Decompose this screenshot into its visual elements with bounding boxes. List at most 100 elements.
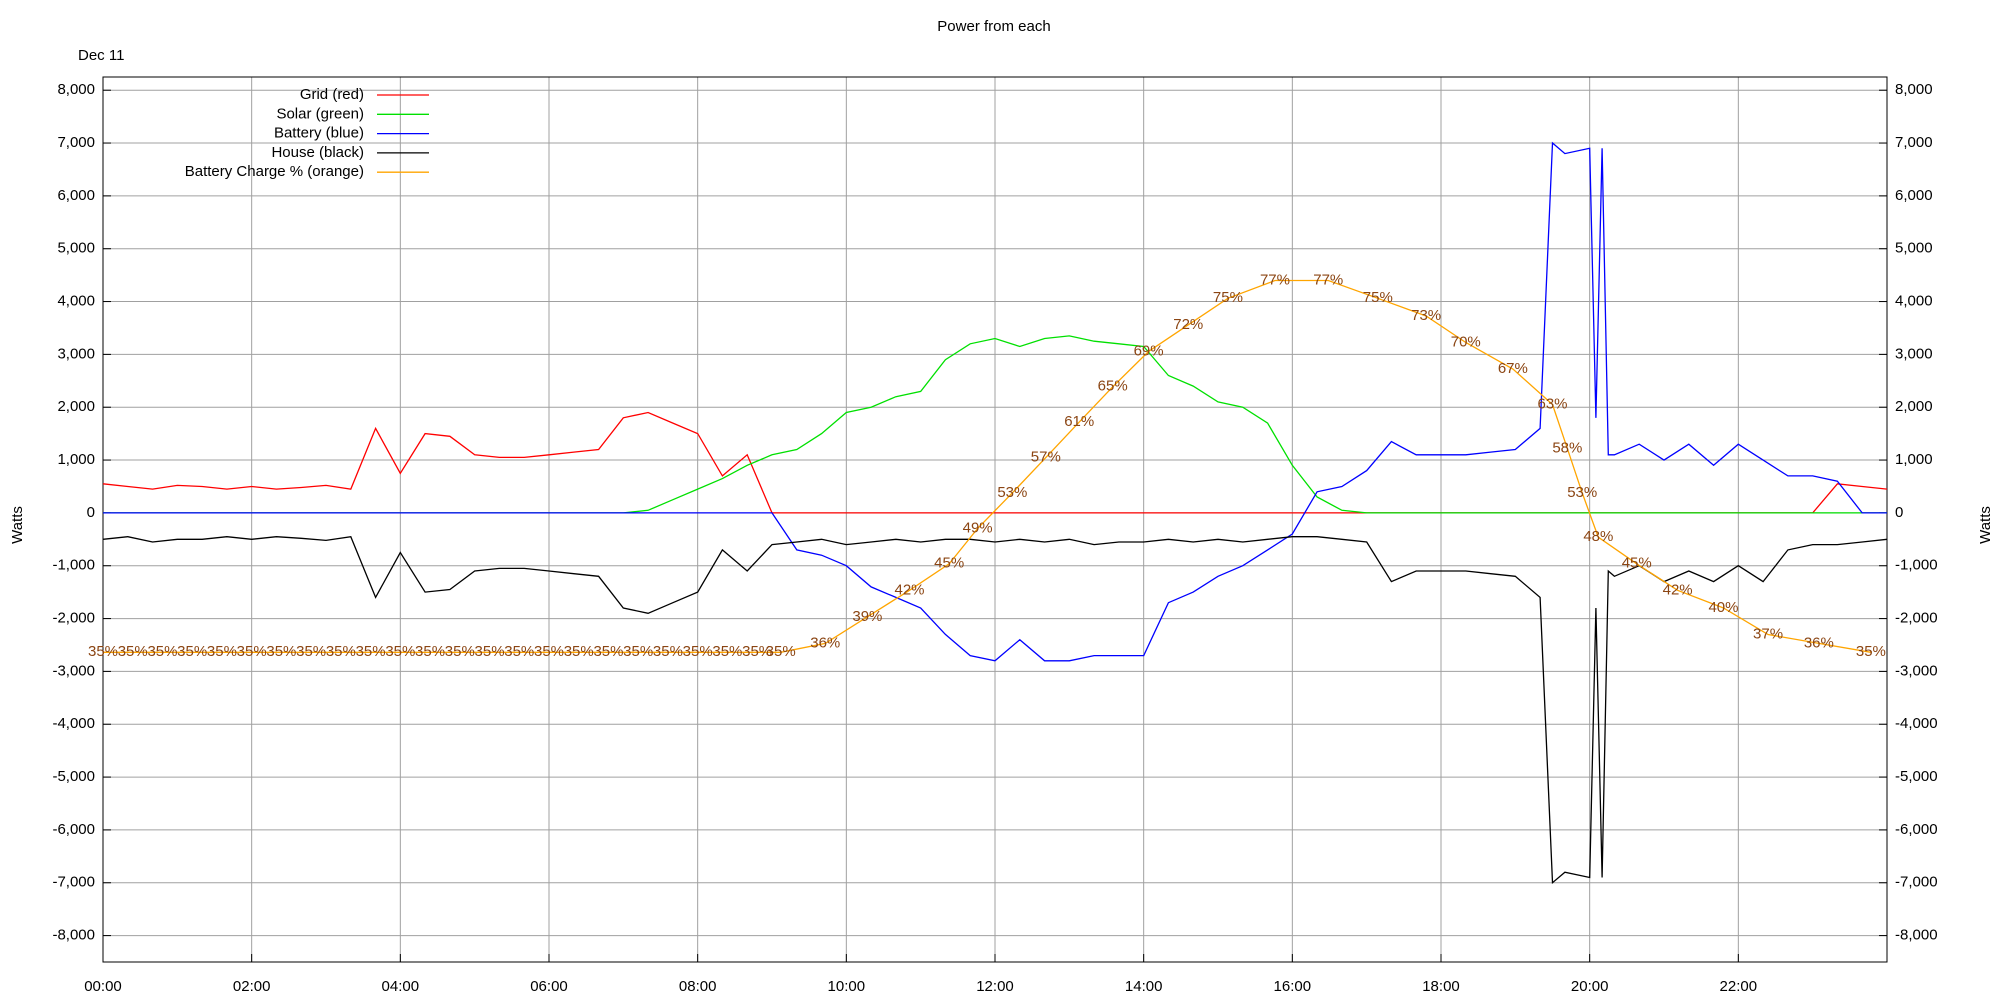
data-label: 69%: [1134, 342, 1164, 359]
y-tick-label: 0: [87, 504, 95, 521]
data-label: 42%: [1663, 581, 1693, 598]
data-label: 53%: [997, 484, 1027, 501]
y-tick-label: 5,000: [57, 240, 95, 257]
series-line: [102, 535, 1888, 885]
y-tick-label: 4,000: [57, 293, 95, 310]
y2-tick-label: 5,000: [1895, 240, 1933, 257]
legend-label: Solar (green): [276, 105, 364, 122]
data-label: 65%: [1098, 378, 1128, 395]
data-label: 63%: [1537, 395, 1567, 412]
data-label: 35%: [237, 643, 267, 660]
data-label: 35%: [118, 643, 148, 660]
y-tick-label: 3,000: [57, 345, 95, 362]
x-tick-label: 20:00: [1571, 978, 1609, 995]
data-label: 37%: [1753, 626, 1783, 643]
series-line: [103, 141, 1887, 662]
y2-tick-label: -2,000: [1895, 610, 1938, 627]
x-tick-label: 12:00: [976, 978, 1014, 995]
y-axis-label: Watts: [9, 506, 26, 544]
y-tick-label: -1,000: [52, 557, 95, 574]
x-tick-label: 06:00: [530, 978, 568, 995]
legend-label: Grid (red): [300, 86, 364, 103]
data-label: 70%: [1451, 333, 1481, 350]
y-tick-label: -3,000: [52, 662, 95, 679]
data-label: 35%: [623, 643, 653, 660]
y-tick-label: 7,000: [57, 134, 95, 151]
x-tick-label: 16:00: [1274, 978, 1312, 995]
data-label: 67%: [1498, 360, 1528, 377]
x-tick-label: 02:00: [233, 978, 271, 995]
y2-tick-label: 3,000: [1895, 345, 1933, 362]
data-label: 72%: [1173, 316, 1203, 333]
y-tick-label: -6,000: [52, 821, 95, 838]
data-label: 35%: [207, 643, 237, 660]
data-label: 58%: [1552, 440, 1582, 457]
data-label: 75%: [1213, 289, 1243, 306]
y2-tick-label: -5,000: [1895, 768, 1938, 785]
data-label: 35%: [1856, 643, 1886, 660]
data-label: 35%: [415, 643, 445, 660]
legend-label: Battery (blue): [274, 125, 364, 142]
data-label: 35%: [88, 643, 118, 660]
y-tick-label: -2,000: [52, 610, 95, 627]
data-label: 39%: [852, 608, 882, 625]
legend-label: House (black): [271, 144, 364, 161]
y-tick-label: -8,000: [52, 927, 95, 944]
x-tick-label: 04:00: [382, 978, 420, 995]
data-label: 35%: [683, 643, 713, 660]
data-label: 75%: [1363, 289, 1393, 306]
x-tick-label: 10:00: [828, 978, 866, 995]
data-label: 35%: [742, 643, 772, 660]
data-label: 40%: [1708, 599, 1738, 616]
x-tick-label: 18:00: [1422, 978, 1460, 995]
x-tick-label: 22:00: [1720, 978, 1758, 995]
y2-tick-label: 1,000: [1895, 451, 1933, 468]
x-tick-label: 08:00: [679, 978, 717, 995]
y-tick-label: -4,000: [52, 715, 95, 732]
y2-tick-label: -6,000: [1895, 821, 1938, 838]
data-label: 35%: [356, 643, 386, 660]
data-label: 77%: [1313, 272, 1343, 289]
data-label: 42%: [895, 581, 925, 598]
y-tick-label: 6,000: [57, 187, 95, 204]
data-label: 35%: [296, 643, 326, 660]
chart-title: Power from each: [937, 18, 1050, 35]
data-label: 45%: [1622, 555, 1652, 572]
data-label: 35%: [564, 643, 594, 660]
plot-frame: [102, 76, 1888, 963]
y2-tick-label: -3,000: [1895, 662, 1938, 679]
y2-tick-label: 7,000: [1895, 134, 1933, 151]
data-label: 35%: [534, 643, 564, 660]
data-label: 77%: [1260, 272, 1290, 289]
data-label: 61%: [1064, 413, 1094, 430]
data-label: 45%: [934, 555, 964, 572]
y2-tick-label: -1,000: [1895, 557, 1938, 574]
y-tick-label: 2,000: [57, 398, 95, 415]
data-label: 35%: [445, 643, 475, 660]
data-label: 73%: [1411, 307, 1441, 324]
data-label: 48%: [1583, 528, 1613, 545]
y2-tick-label: 6,000: [1895, 187, 1933, 204]
y2-tick-label: -8,000: [1895, 927, 1938, 944]
data-label: 35%: [177, 643, 207, 660]
data-label: 35%: [385, 643, 415, 660]
y-tick-label: -7,000: [52, 874, 95, 891]
data-label: 35%: [266, 643, 296, 660]
data-label: 57%: [1031, 449, 1061, 466]
y2-tick-label: -4,000: [1895, 715, 1938, 732]
y-tick-label: -5,000: [52, 768, 95, 785]
x-tick-label: 00:00: [84, 978, 122, 995]
data-label: 49%: [963, 519, 993, 536]
y-tick-label: 1,000: [57, 451, 95, 468]
x-tick-label: 14:00: [1125, 978, 1163, 995]
y2-tick-label: 2,000: [1895, 398, 1933, 415]
y2-axis-label: Watts: [1977, 506, 1994, 544]
data-label: 36%: [1804, 634, 1834, 651]
data-label: 35%: [766, 643, 796, 660]
data-label: 35%: [326, 643, 356, 660]
data-label: 35%: [593, 643, 623, 660]
y2-tick-label: 8,000: [1895, 81, 1933, 98]
y2-tick-label: -7,000: [1895, 874, 1938, 891]
